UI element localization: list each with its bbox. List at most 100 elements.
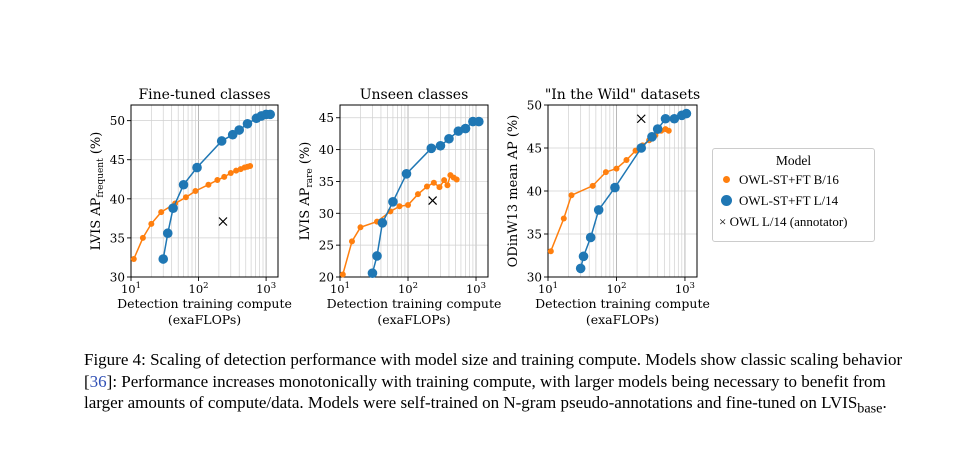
- data-point: [593, 205, 604, 215]
- legend-item-annotator: × OWL L/14 (annotator): [713, 211, 874, 232]
- data-point: [265, 109, 276, 120]
- data-point: [214, 177, 221, 184]
- x-tick-label: 101: [538, 281, 558, 296]
- figure-charts: 30 35 40 45 50 101 102 103 Fine-tuned classes Det…: [89, 87, 710, 327]
- x-tick-label: 102: [398, 281, 418, 296]
- data-point: [401, 169, 412, 179]
- data-point: [158, 254, 169, 264]
- y-axis-label: ODinW13 mean AP (%): [506, 115, 521, 268]
- axes-frame: [339, 104, 489, 278]
- data-point: [589, 182, 596, 189]
- caption-text-2: ]: Performance increases monotonically w…: [84, 371, 886, 413]
- y-tick-label: 25: [319, 239, 334, 253]
- x-tick-label: 103: [256, 281, 276, 296]
- data-point: [426, 143, 437, 154]
- x-axis-label: (exaFLOPs): [168, 312, 241, 327]
- caption-subscript: base: [857, 400, 883, 417]
- data-point: [660, 113, 671, 124]
- data-point: [474, 116, 484, 127]
- data-point: [148, 220, 155, 227]
- x-axis-label: Detection training compute: [117, 296, 292, 311]
- y-tick-label: 40: [110, 192, 125, 206]
- y-tick-label: 35: [110, 231, 125, 245]
- y-tick-label: 30: [110, 271, 125, 285]
- legend-item-b16: OWL-ST+FT B/16: [713, 169, 874, 190]
- legend-label-b16: OWL-ST+FT B/16: [739, 171, 839, 187]
- y-tick-label: 40: [319, 143, 334, 157]
- data-point: [681, 108, 692, 119]
- data-point: [405, 202, 412, 209]
- chart-legend: Model OWL-ST+FT B/16 OWL-ST+FT L/14 × OW…: [712, 148, 875, 242]
- data-point: [396, 203, 403, 210]
- data-point: [430, 179, 437, 186]
- orange-dot-icon: [722, 176, 730, 183]
- x-axis-label: (exaFLOPs): [377, 312, 450, 327]
- data-point: [158, 209, 165, 216]
- legend-title: Model: [775, 153, 812, 168]
- data-point: [652, 124, 663, 134]
- x-axis-label: Detection training compute: [535, 296, 710, 311]
- axes-frame: [130, 104, 279, 278]
- data-point: [367, 268, 378, 278]
- data-point: [444, 182, 451, 189]
- data-point: [423, 183, 430, 190]
- legend-item-l14: OWL-ST+FT L/14: [713, 190, 874, 211]
- x-tick-label: 101: [121, 281, 141, 296]
- chart-title: Fine-tuned classes: [138, 87, 270, 103]
- blue-dot-icon: [720, 195, 732, 206]
- legend-label-l14: OWL-ST+FT L/14: [739, 192, 839, 208]
- caption-text-1: Figure 4: Scaling of detection performan…: [84, 350, 903, 391]
- data-point: [178, 179, 189, 190]
- legend-label-annotator: × OWL L/14 (annotator): [719, 213, 848, 229]
- data-point: [233, 167, 240, 174]
- data-point: [388, 197, 398, 207]
- y-tick-label: 45: [110, 153, 125, 167]
- y-tick-label: 30: [319, 207, 334, 221]
- caption-text-3: .: [882, 393, 887, 412]
- data-point: [227, 170, 234, 177]
- data-point: [234, 125, 245, 135]
- data-point: [613, 165, 620, 172]
- annotator-point: [636, 114, 646, 124]
- annotator-point: [428, 196, 438, 205]
- data-point: [575, 263, 586, 274]
- y-tick-label: 30: [527, 271, 542, 285]
- y-tick-label: 45: [527, 142, 542, 156]
- data-point: [578, 251, 589, 262]
- data-point: [568, 192, 575, 199]
- data-point: [636, 143, 647, 153]
- data-point: [216, 136, 227, 146]
- y-tick-label: 20: [319, 271, 334, 285]
- data-point: [436, 184, 443, 191]
- data-point: [669, 113, 680, 124]
- x-tick-label: 103: [466, 281, 486, 296]
- x-tick-label: 102: [189, 281, 209, 296]
- x-tick-label: 101: [330, 281, 350, 296]
- series-line: [342, 173, 458, 275]
- data-point: [560, 215, 567, 222]
- data-point: [139, 234, 146, 241]
- data-point: [221, 173, 228, 180]
- data-point: [610, 182, 620, 193]
- data-point: [205, 181, 212, 188]
- x-tick-label: 102: [606, 281, 626, 296]
- data-point: [372, 251, 382, 261]
- y-tick-label: 40: [527, 185, 542, 199]
- data-point: [444, 133, 454, 144]
- citation-link[interactable]: 36: [89, 371, 107, 391]
- y-tick-label: 35: [319, 175, 334, 189]
- y-axis-label: LVIS APfrequent (%): [89, 132, 106, 251]
- x-axis-label: Detection training compute: [327, 296, 502, 311]
- data-point: [585, 232, 596, 243]
- data-point: [168, 203, 178, 213]
- data-point: [182, 194, 189, 201]
- data-point: [441, 177, 448, 184]
- data-point: [162, 228, 173, 239]
- chart-title: Unseen classes: [360, 87, 469, 103]
- data-point: [647, 132, 657, 142]
- figure-caption: Figure 4: Scaling of detection performan…: [84, 349, 904, 420]
- data-point: [357, 224, 364, 231]
- annotator-point: [218, 217, 228, 226]
- data-point: [460, 123, 471, 134]
- data-point: [348, 238, 355, 245]
